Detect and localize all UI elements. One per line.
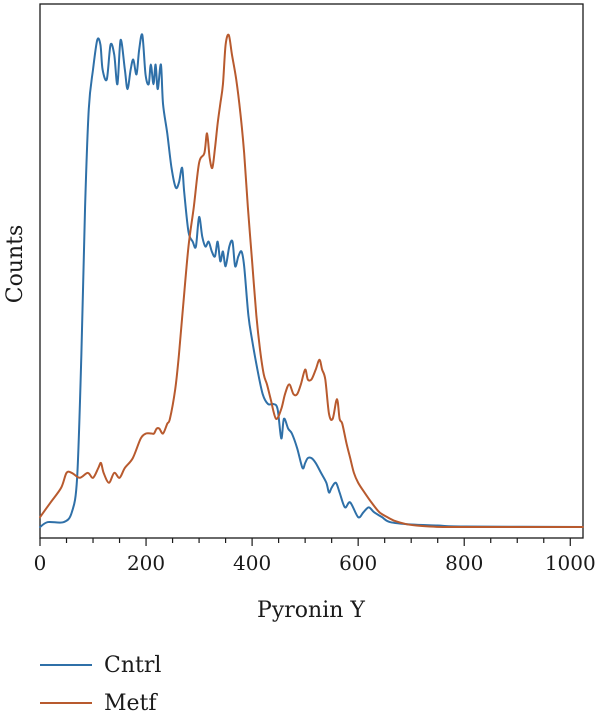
x-tick-label: 1000 [545,551,596,575]
plot-border [39,3,584,539]
x-tick-label: 200 [127,551,165,575]
x-tick-label: 0 [34,551,47,575]
x-axis: 0 200 400 600 800 1000 [34,538,596,575]
x-tick-label: 800 [445,551,483,575]
series-layer [39,33,584,528]
legend-label-cntrl: Cntrl [104,653,161,678]
series-line-metf [39,33,584,528]
legend-label-metf: Metf [104,691,158,716]
plot-frame [39,3,584,539]
series-line-cntrl [39,33,584,528]
x-tick-label: 600 [339,551,377,575]
x-axis-title: Pyronin Y [257,598,365,623]
x-tick-label: 400 [233,551,271,575]
y-axis-title: Counts [3,225,28,304]
legend: Cntrl Metf [40,653,161,716]
